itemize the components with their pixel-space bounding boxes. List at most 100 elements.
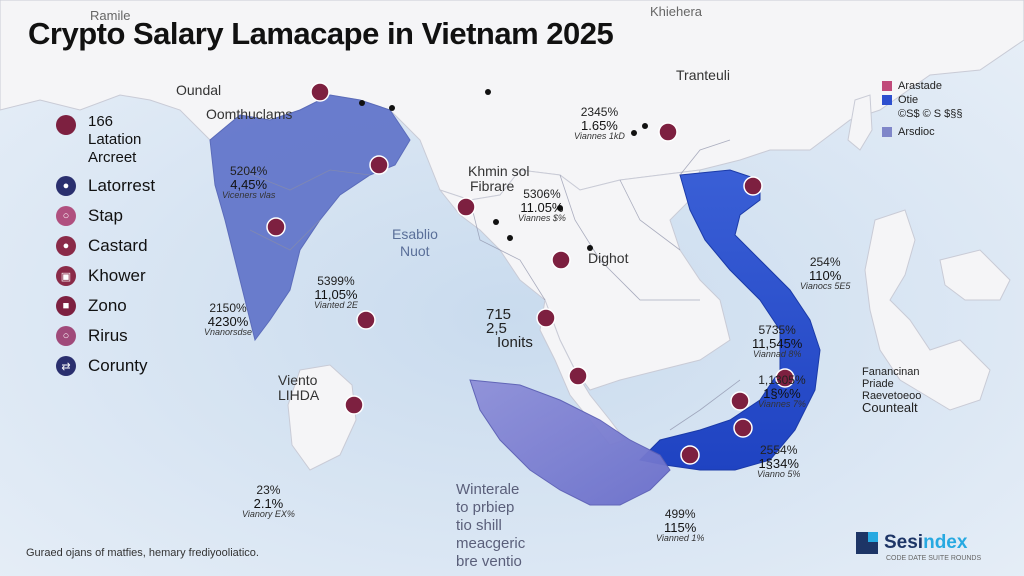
legend-item: ○ Rirus (56, 326, 128, 346)
stat-line: Vnanorsdse (204, 327, 253, 338)
region-note: Fanancinan Priade Raevetoeoo Countealt (862, 366, 921, 414)
legend-marker-icon (56, 115, 76, 135)
place-label: Fibrare (470, 178, 515, 194)
legend-label: Latorrest (88, 176, 156, 195)
place-label: Oundal (176, 82, 222, 98)
logo-accent: ndex (923, 532, 968, 553)
stat-block: 2150% 4230% Vnanorsdse (204, 302, 252, 338)
legend-swatch-icon (882, 127, 892, 137)
note-line: Priade (862, 378, 894, 390)
brand-logo: Sesindex CODE DATE SUITE ROUNDS (856, 532, 981, 562)
place-label: Ionits (497, 334, 533, 351)
right-legend: Arastade Otie ©S$ © S $§§ Arsdioc (882, 79, 963, 139)
stat-line: 5306% (523, 187, 561, 201)
marker-pin (551, 250, 571, 270)
eastern-islands (939, 249, 1011, 301)
legend-swatch-icon (882, 95, 892, 105)
stat-block: 1,1305% 1§%% Viannes 7% (758, 374, 806, 410)
legend-item: ⇄ Corunty (56, 356, 148, 376)
legend-line: Arcreet (88, 149, 137, 166)
legend-label: Stap (88, 206, 123, 225)
ring-icon: ○ (56, 206, 76, 226)
stat-line: 11,05% (314, 286, 358, 302)
city-dots (359, 89, 648, 251)
borders (239, 139, 741, 431)
place-label: 715 (486, 306, 512, 323)
legend-label: Castard (88, 236, 148, 255)
legend-line: ©S$ © S $§§ (898, 108, 963, 120)
sea-label: Nuot (400, 243, 430, 259)
taiwan (847, 94, 873, 151)
note-line: bre ventio (456, 553, 522, 570)
legend-label: Zono (88, 296, 127, 315)
marker-pin (658, 122, 678, 142)
dot-icon: ● (56, 236, 76, 256)
note-line: Countealt (862, 400, 918, 415)
place-label: 2,5 (486, 320, 507, 337)
legend-item: ■ Zono (56, 296, 127, 316)
legend-label: Corunty (88, 356, 148, 375)
vietnam-landmass (638, 169, 821, 471)
box-icon: ▣ (56, 266, 76, 286)
stat-line: 1§%% (763, 385, 801, 401)
page-title: Crypto Salary Lamacape in Vietnam 2025 (28, 16, 614, 51)
dot-icon: ● (56, 176, 76, 196)
philippines (864, 209, 991, 411)
stat-line: Vianory EX% (242, 509, 295, 520)
stat-line: 2150% (209, 301, 247, 315)
square-icon: ■ (56, 296, 76, 316)
lower-island (469, 379, 671, 506)
legend-item: ● Castard (56, 236, 148, 256)
stat-line: 115% (664, 519, 697, 535)
marker-pin (356, 310, 376, 330)
stat-block: 5204% 4,45% Viceners vlas (222, 165, 275, 201)
place-label: Khmin sol (468, 163, 530, 179)
legend-label: Rirus (88, 326, 128, 345)
marker-pin (369, 155, 389, 175)
marker-pin (456, 197, 476, 217)
markers (266, 82, 795, 465)
stat-line: 2345% (580, 105, 619, 119)
legend-line: Otie (898, 94, 919, 106)
stat-line: 1,1305% (758, 373, 806, 387)
stat-line: 4,45% (230, 176, 268, 192)
logo-text: Sesindex (884, 532, 967, 554)
footnote: Guraed ojans of matfies, hemary frediyoo… (26, 547, 259, 559)
arrows-icon: ⇄ (56, 356, 76, 376)
marker-pin (743, 176, 763, 196)
stat-line: 11,545% (752, 335, 803, 351)
india-landmass (209, 94, 411, 342)
marker-pin (733, 418, 753, 438)
stat-line: Viannes 1kD (574, 131, 625, 142)
center-note: Winterale to prbiep tio shill meacgeric … (456, 481, 525, 571)
stat-line: 11.05% (520, 199, 564, 215)
place-label: Ramile (90, 8, 131, 23)
note-line: Winterale (456, 481, 520, 498)
legend-line: Arsdioc (898, 126, 935, 138)
stat-block: 5735% 11,545% Viannad 8% (752, 324, 802, 360)
stat-line: Vianted 2E (314, 300, 358, 311)
place-label: Khiehera (650, 4, 703, 19)
stat-line: 23% (256, 483, 281, 497)
marker-pin (680, 445, 700, 465)
stat-block: 254% 110% Vianocs 5E5 (800, 256, 850, 292)
stat-line: 110% (809, 267, 842, 283)
logo-icon (856, 532, 878, 554)
stat-line: Viannes $% (518, 213, 566, 224)
marker-pin (266, 217, 286, 237)
stat-block: 23% 2.1% Vianory EX% (242, 484, 295, 520)
note-line: tio shill (456, 517, 502, 534)
sea-label: Esablio (392, 226, 438, 242)
legend-item: ○ Stap (56, 206, 123, 226)
note-line: Fanancinan (862, 366, 920, 378)
place-label: LIHDA (278, 387, 320, 403)
note-line: Raevetoeoo (862, 390, 922, 402)
legend-label: Khower (88, 266, 146, 285)
marker-pin (730, 391, 750, 411)
stat-line: 499% (664, 507, 696, 521)
stat-line: 1.65% (581, 117, 618, 133)
marker-pin (344, 395, 364, 415)
logo-main: Sesi (884, 532, 924, 553)
stat-line: Viceners vlas (222, 190, 276, 201)
